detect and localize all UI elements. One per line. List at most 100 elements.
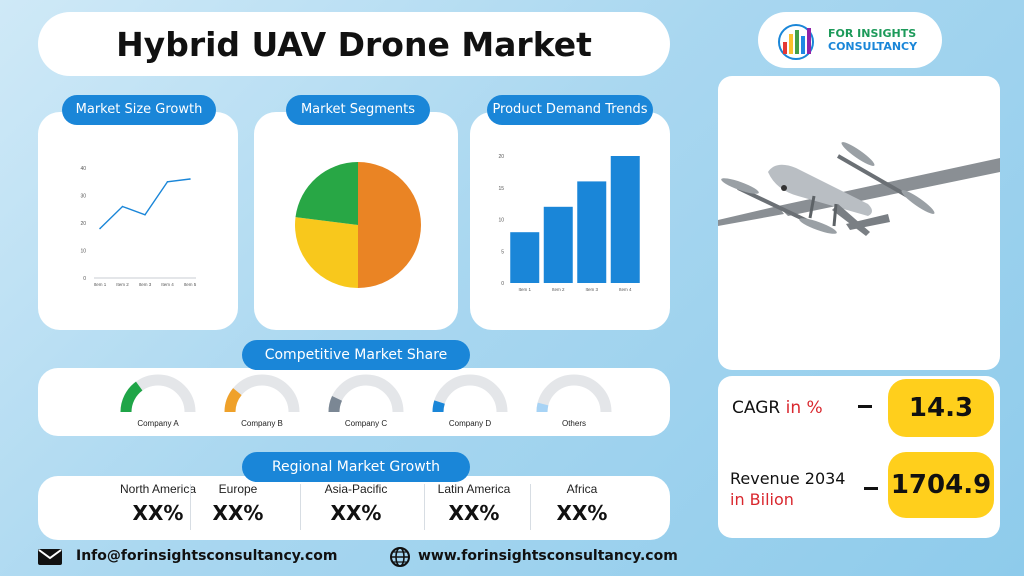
company-name: Company B [241,419,283,428]
demand-trends-heading: Product Demand Trends [487,95,653,125]
region-value: XX% [556,501,608,525]
region-value: XX% [212,501,264,525]
x-tick-label: Item 5 [184,282,197,287]
gauge-fill [432,400,445,413]
market-size-line-chart: 0 10 20 30 40 Item 1 Item 2 Item 3 Item 4 Item 5 [80,166,197,287]
company-gauge: Company A [108,372,208,428]
gauge-arc [224,374,300,413]
region-europe: Europe XX% [188,482,288,534]
series-line [99,178,191,230]
gauge-track [536,374,612,413]
bar [510,232,540,283]
title-card: Hybrid UAV Drone Market [38,12,670,76]
bar [610,156,640,283]
gauge-fill [224,388,242,413]
divider [300,484,301,530]
x-tick-label: Item 4 [619,287,632,292]
region-value: XX% [448,501,500,525]
region-latin-america: Latin America XX% [422,482,526,534]
demand-trends-card: 0 5 10 15 20 Item 1 Item 2 Item 3 Item 4 [470,112,670,330]
revenue-value-box: 1704.9 [888,452,994,518]
region-name: Africa [566,482,598,496]
market-size-card: 0 10 20 30 40 Item 1 Item 2 Item 3 Item 4 Item 5 [38,112,238,330]
x-tick-label: Item 3 [585,287,598,292]
region-north-america: North America XX% [78,482,238,534]
y-tick-label: 10 [498,218,504,224]
x-tick-label: Item 3 [139,282,152,287]
cagr-label: CAGR in % [732,398,823,419]
gauge-arc [120,374,196,413]
region-africa: Africa XX% [532,482,632,534]
page-title: Hybrid UAV Drone Market [116,24,592,64]
bar [543,206,573,283]
logo-bars-icon [778,24,814,60]
gauge-fill [536,402,549,413]
data-point [121,205,124,208]
competitive-share-card: Company A Company B Company C Company D Othe… [38,368,670,436]
company-gauge: Company C [316,372,416,428]
region-value: XX% [132,501,184,525]
company-gauge: Company B [212,372,312,428]
cagr-label-text: CAGR [732,398,781,418]
x-tick-label: Item 1 [518,287,531,292]
footer-email[interactable]: Info@forinsightsconsultancy.com [76,548,338,564]
revenue-label: Revenue 2034 in Bilion [730,468,845,510]
regional-growth-card: North America XX% Europe XX% Asia-Pacifi… [38,476,670,540]
company-name: Company A [137,419,179,428]
revenue-label-text: Revenue 2034 [730,469,846,488]
data-point [189,178,191,180]
data-point [99,227,101,230]
y-tick-label: 40 [80,166,86,172]
divider [190,484,191,530]
company-name: Company D [448,419,492,428]
company-gauge: Others [524,372,624,428]
demand-trends-bar-chart: 0 5 10 15 20 Item 1 Item 2 Item 3 Item 4 [498,154,640,292]
region-name: Latin America [437,482,511,496]
email-icon [38,549,62,565]
gauge-arc [328,374,404,413]
divider [424,484,425,530]
regional-growth-heading: Regional Market Growth [242,452,470,482]
y-tick-label: 0 [501,281,504,287]
drone-image-card [718,76,1000,370]
cagr-unit: in % [785,398,823,418]
divider [530,484,531,530]
revenue-dash [864,487,878,490]
gauge-fill [120,381,143,413]
market-size-heading: Market Size Growth [62,95,216,125]
market-segments-pie-chart [295,162,421,288]
x-tick-label: Item 1 [94,282,107,287]
drone-image [718,142,1000,236]
data-point [166,180,169,183]
x-tick-label: Item 2 [552,287,565,292]
region-asia-pacific: Asia-Pacific XX% [298,482,414,534]
y-tick-label: 15 [498,186,504,192]
pie-slice [295,162,358,225]
competitive-share-heading: Competitive Market Share [242,340,470,370]
footer-website[interactable]: www.forinsightsconsultancy.com [418,548,678,564]
region-name: Europe [218,482,258,496]
y-tick-label: 20 [498,154,504,160]
market-segments-heading: Market Segments [286,95,430,125]
company-name: Others [561,419,586,428]
company-gauge: Company D [420,372,520,428]
region-name: North America [119,482,197,496]
gauge-track [432,374,508,413]
cagr-value-box: 14.3 [888,379,994,437]
y-tick-label: 10 [80,249,86,255]
gauge-arc [432,374,508,413]
y-tick-label: 20 [80,221,86,227]
cagr-dash [858,405,872,408]
x-tick-label: Item 2 [116,282,129,287]
bar [577,181,607,283]
logo-card: FOR INSIGHTS CONSULTANCY [758,12,942,68]
revenue-unit: in Bilion [730,490,794,509]
stats-card: CAGR in % 14.3 Revenue 2034 in Bilion 17… [718,376,1000,538]
x-tick-label: Item 4 [161,282,174,287]
pie-slice [295,217,358,288]
market-segments-card [254,112,458,330]
logo-line2: CONSULTANCY [828,40,918,53]
company-name: Company C [344,419,388,428]
gauge-track [328,374,404,413]
gauge-arc [536,374,612,413]
